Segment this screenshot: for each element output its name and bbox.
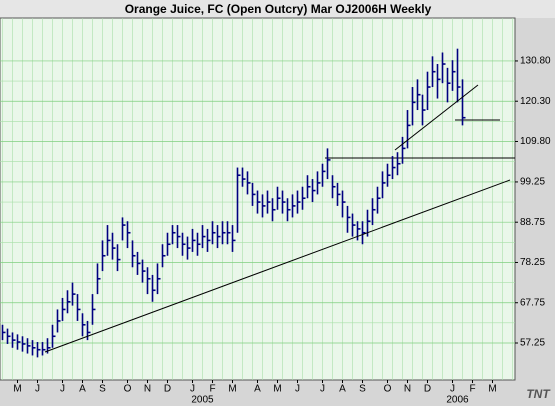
y-tick-label: 57.25 (520, 338, 545, 349)
x-tick-label: J (450, 384, 455, 395)
y-tick-label: 120.30 (520, 96, 551, 107)
x-tick-label: J (190, 384, 195, 395)
x-tick-label: J (35, 384, 40, 395)
x-tick-label: J (320, 384, 325, 395)
x-tick-label: A (339, 384, 346, 395)
x-tick-label: F (469, 384, 475, 395)
trend-line (394, 84, 479, 151)
chart-title: Orange Juice, FC (Open Outcry) Mar OJ200… (125, 2, 432, 16)
title-bar (0, 0, 555, 18)
y-tick-label: 67.75 (520, 297, 545, 308)
plot-layer (0, 18, 515, 380)
y-tick-label: 99.25 (520, 177, 545, 188)
y-tick-label: 78.25 (520, 257, 545, 268)
x-tick-label: J (60, 384, 65, 395)
y-tick-label: 109.80 (520, 136, 551, 147)
y-tick-label: 88.75 (520, 217, 545, 228)
x-tick-label: M (273, 384, 281, 395)
x-tick-label: M (13, 384, 21, 395)
y-tick-label: 130.80 (520, 56, 551, 67)
x-tick-label: O (124, 384, 132, 395)
x-tick-label: N (404, 384, 411, 395)
x-tick-label: M (488, 384, 496, 395)
x-tick-label: S (99, 384, 106, 395)
trend-line (44, 179, 511, 353)
x-tick-label: F (209, 384, 215, 395)
x-tick-label: A (254, 384, 261, 395)
x-tick-label: J (295, 384, 300, 395)
x-tick-label: D (424, 384, 431, 395)
logo: TNT (526, 387, 551, 401)
year-label: 2006 (446, 395, 469, 406)
x-tick-label: D (164, 384, 171, 395)
x-tick-label: S (359, 384, 366, 395)
x-tick-label: M (228, 384, 236, 395)
x-tick-label: O (384, 384, 392, 395)
x-tick-label: N (144, 384, 151, 395)
x-tick-label: A (79, 384, 86, 395)
year-label: 2005 (191, 395, 214, 406)
